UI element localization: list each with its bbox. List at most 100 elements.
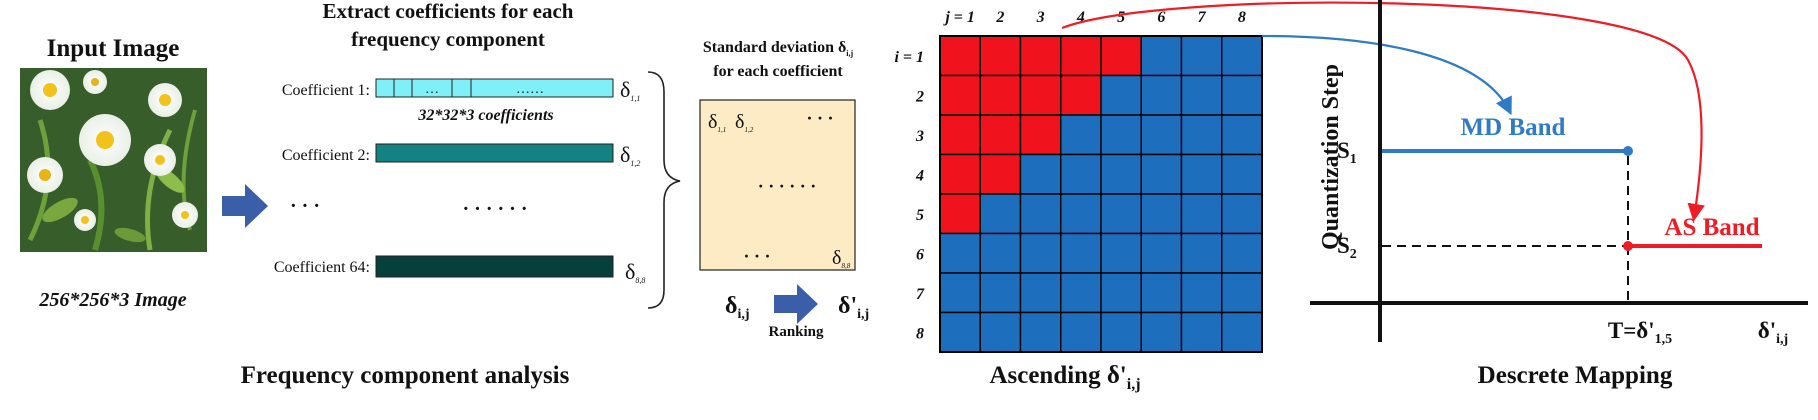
grid-cell-3-8-as	[1221, 114, 1263, 156]
grid-row-label-3: 3	[915, 128, 924, 145]
grid-cell-1-1-md	[939, 35, 981, 77]
grid-caption: Ascending δ'i,j	[989, 362, 1140, 393]
grid-col-label-3: 3	[1036, 9, 1045, 26]
grid-cell-4-1-md	[939, 153, 981, 195]
flower-4	[148, 83, 182, 117]
grid-col-label-6: 6	[1157, 9, 1165, 26]
grid-cell-8-1-as	[939, 311, 981, 353]
threshold-label: T=δ'1,5	[1608, 318, 1672, 347]
grid-cell-2-5-as	[1100, 74, 1142, 116]
grid-cell-8-2-as	[979, 311, 1022, 353]
coefficient-2-label: Coefficient 2:	[282, 147, 370, 164]
grid-cell-5-5-as	[1100, 193, 1142, 235]
middle-dots-left: · · ·	[290, 195, 320, 217]
grid-cell-2-7-as	[1180, 74, 1223, 116]
grid-cell-8-8-as	[1221, 311, 1263, 353]
grid-cell-6-1-as	[939, 232, 981, 274]
stddev-title-line2: for each coefficient	[713, 63, 843, 80]
grid-cell-5-6-as	[1140, 193, 1183, 235]
grid-cell-3-3-md	[1019, 114, 1062, 156]
x-axis-label: δ'i,j	[1758, 318, 1788, 347]
grid-cell-4-7-as	[1180, 153, 1223, 195]
grid-cell-6-6-as	[1140, 232, 1183, 274]
stddev-title-sub: i,j	[846, 49, 853, 58]
extract-title-line1: Extract coefficients for each	[323, 0, 574, 23]
s1-label: S1	[1337, 138, 1357, 167]
grid-cell-5-2-as	[979, 193, 1022, 235]
grid-row-label-5: 5	[916, 207, 924, 224]
flower-3	[27, 157, 63, 193]
grid-col-label-1: j = 1	[942, 9, 975, 26]
grid-cell-3-1-md	[939, 114, 981, 156]
md-band-label: MD Band	[1461, 114, 1566, 141]
stddev-matrix-box	[699, 99, 856, 271]
curly-brace	[647, 71, 681, 309]
coefficient-2-bar	[375, 143, 614, 163]
grid-cell-1-6-as	[1140, 35, 1183, 77]
grid-border	[939, 35, 1263, 353]
ranking-label: Ranking	[768, 324, 824, 340]
grid-row-label-1: i = 1	[894, 49, 924, 66]
grid-cell-4-3-as	[1019, 153, 1062, 195]
flower-8	[74, 209, 96, 231]
coefficient-1-delta: δ1,1	[620, 77, 640, 103]
grid-cell-6-2-as	[979, 232, 1022, 274]
grid-col-label-8: 8	[1238, 9, 1246, 26]
grid-cell-4-2-md	[979, 153, 1022, 195]
input-image	[20, 68, 207, 252]
delta-ij-left: δi,j	[725, 293, 750, 322]
stddev-dots-top: · · ·	[806, 108, 833, 128]
mapping-caption: Descrete Mapping	[1478, 362, 1673, 389]
grid-cell-8-5-as	[1100, 311, 1142, 353]
coefficient-count-note: 32*32*3 coefficients	[417, 107, 553, 124]
grid-column-labels: j = 1 2 3 4 5 6 7 8	[942, 9, 1246, 26]
grid-col-label-4: 4	[1076, 9, 1085, 26]
coefficient-64-bar	[375, 255, 614, 278]
stddev-dots-middle: · · · · · ·	[758, 176, 817, 196]
grid-cell-1-2-md	[979, 35, 1022, 77]
grid-cell-7-5-as	[1100, 272, 1142, 314]
as-band-endpoint	[1623, 241, 1633, 251]
middle-dots-right: · · · · · ·	[462, 198, 527, 220]
grid-cell-3-4-as	[1060, 114, 1102, 156]
grid-cell-4-4-as	[1060, 153, 1102, 195]
grid-cell-2-6-as	[1140, 74, 1183, 116]
grid-cell-2-4-md	[1060, 74, 1102, 116]
coefficient-1-cell-dots: …	[425, 82, 439, 97]
coefficient-1-long-dots: ……	[516, 82, 544, 97]
grid-cell-8-4-as	[1060, 311, 1102, 353]
grid-cell-5-3-as	[1019, 193, 1062, 235]
ranking-arrow	[774, 284, 818, 324]
grid-row-label-8: 8	[916, 325, 924, 342]
coefficient-2-delta: δ1,2	[620, 142, 640, 168]
y-axis-label: Quantization Step	[1318, 64, 1344, 250]
grid-row-labels: i = 1 2 3 4 5 6 7 8	[894, 49, 925, 343]
grid-col-label-2: 2	[995, 9, 1004, 26]
md-band-endpoint	[1623, 146, 1633, 156]
coefficient-2-delta-sub: 1,2	[630, 159, 640, 168]
ranking-grid	[939, 35, 1263, 353]
grid-cell-7-4-as	[1060, 272, 1102, 314]
grid-cell-1-7-as	[1180, 35, 1223, 77]
grid-row-label-2: 2	[915, 88, 924, 105]
grid-cell-2-2-md	[979, 74, 1022, 116]
grid-cell-7-7-as	[1180, 272, 1223, 314]
grid-cell-6-7-as	[1180, 232, 1223, 274]
grid-cell-6-5-as	[1100, 232, 1142, 274]
grid-cell-5-4-as	[1060, 193, 1102, 235]
grid-cell-8-7-as	[1180, 311, 1223, 353]
grid-col-label-5: 5	[1117, 9, 1125, 26]
grid-cell-5-1-md	[939, 193, 981, 235]
grid-cell-1-8-as	[1221, 35, 1263, 77]
coefficient-1-bar	[375, 78, 614, 98]
grid-cell-1-4-md	[1060, 35, 1102, 77]
coefficient-64-delta: δ8,8	[625, 259, 645, 285]
input-image-title: Input Image	[47, 35, 180, 62]
frequency-analysis-caption: Frequency component analysis	[241, 362, 570, 389]
grid-cell-8-3-as	[1019, 311, 1062, 353]
grid-cell-7-3-as	[1019, 272, 1062, 314]
grid-cell-5-8-as	[1221, 193, 1263, 235]
grid-cell-2-3-md	[1019, 74, 1062, 116]
